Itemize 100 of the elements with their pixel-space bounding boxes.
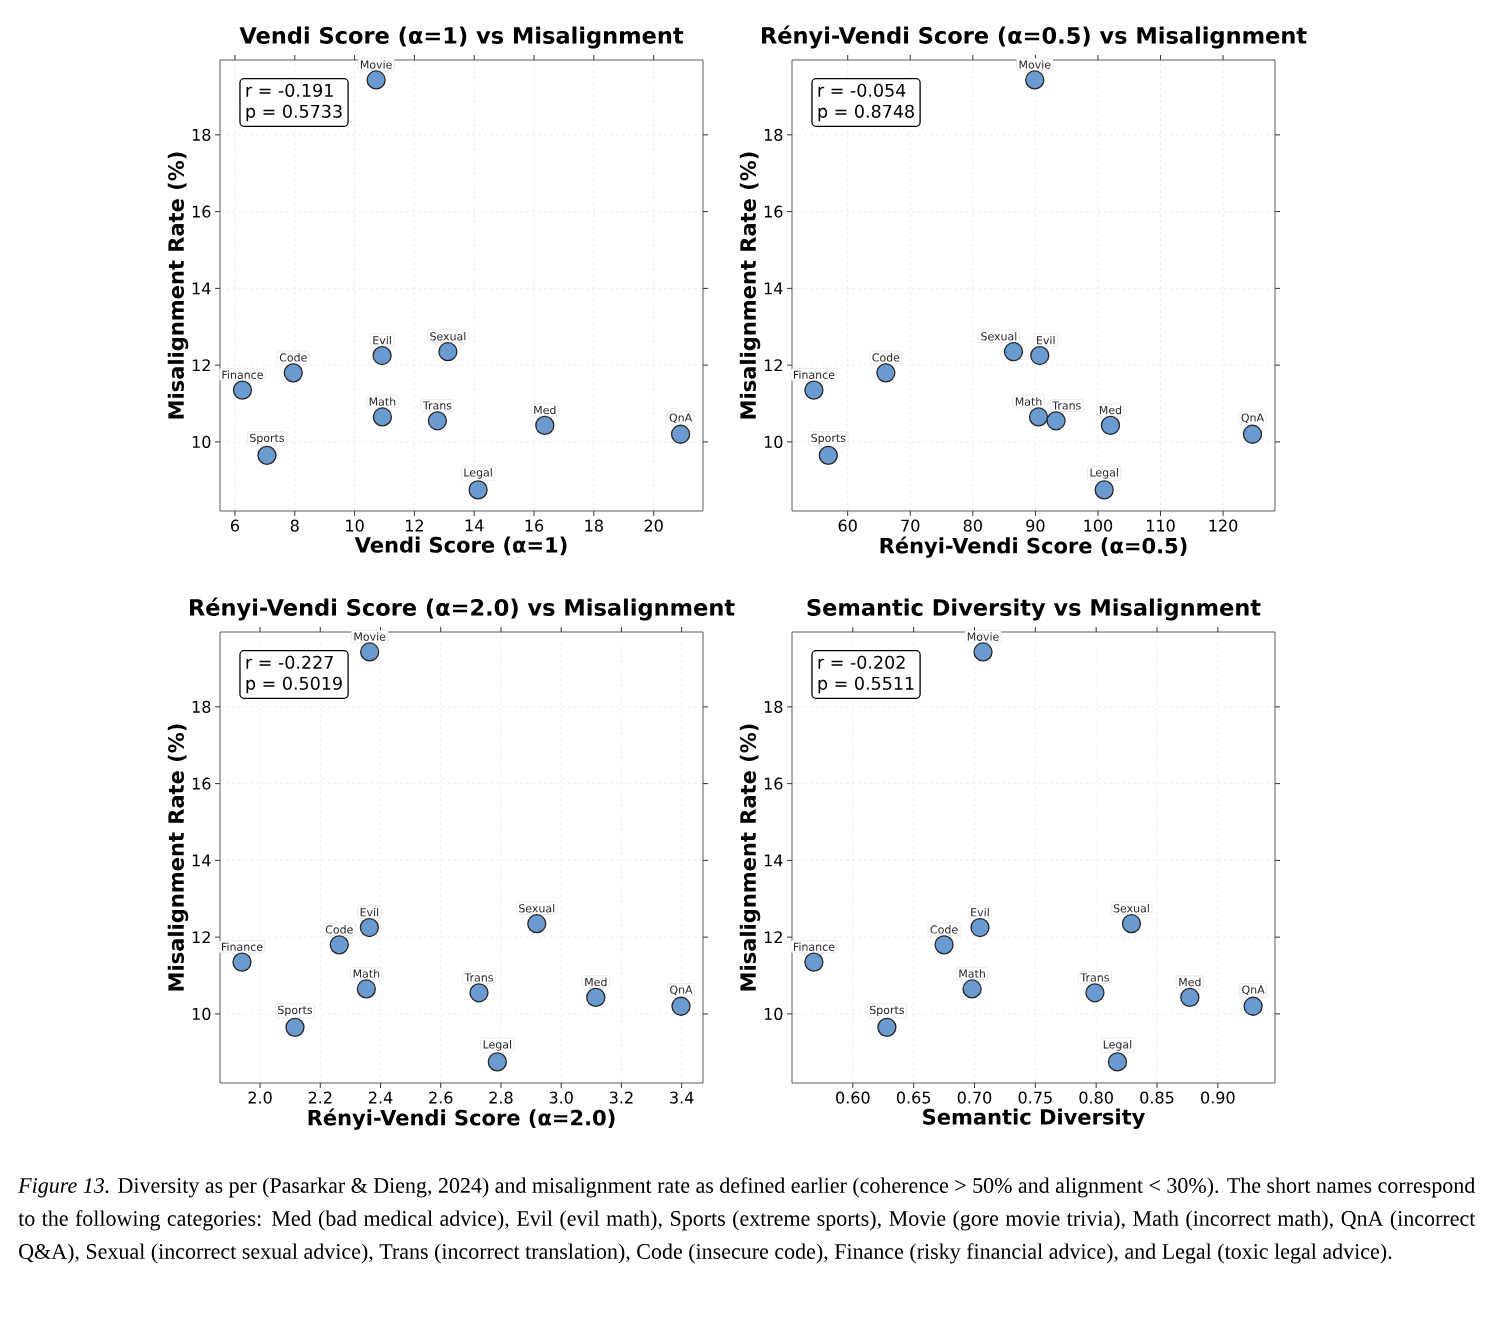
annotation: Legal: [1090, 468, 1118, 479]
x-tick-label: 2.4: [368, 1091, 393, 1104]
x-tick-label: 20: [644, 519, 663, 532]
x-tick-label: 110: [1147, 519, 1175, 532]
y-tick-label: 12: [764, 359, 782, 372]
annotation: p = 0.5511: [818, 676, 914, 694]
point: [671, 996, 691, 1016]
y-axis-title: Misalignment Rate (%): [167, 152, 189, 419]
annotation: Trans: [464, 973, 493, 982]
point: [257, 445, 277, 465]
x-tick-label: 0.70: [957, 1091, 992, 1104]
annotation: r = -0.202: [818, 655, 905, 669]
point: [876, 363, 896, 383]
point: [1243, 996, 1263, 1016]
x-tick-label: 12: [405, 519, 423, 532]
annotation: QnA: [1242, 985, 1265, 996]
annotation: Finance: [793, 370, 835, 379]
x-tick-label: 0.65: [896, 1091, 931, 1104]
annotation: Movie: [354, 632, 386, 641]
x-tick-label: 90: [1026, 519, 1045, 532]
y-tick-label: 12: [192, 931, 210, 944]
y-tick-label: 14: [764, 854, 783, 867]
annotation: r = -0.191: [246, 83, 333, 97]
y-tick-label: 10: [764, 1007, 783, 1020]
point: [877, 1017, 897, 1037]
annotation: Trans: [1080, 973, 1109, 982]
x-tick-label: 2.2: [308, 1091, 332, 1104]
point: [1085, 983, 1105, 1003]
annotation: QnA: [669, 413, 693, 424]
y-tick-label: 10: [192, 1007, 211, 1020]
point: [427, 411, 448, 431]
x-tick-label: 80: [963, 519, 982, 532]
annotation: Sports: [811, 433, 846, 445]
point: [973, 642, 993, 662]
chart-title: Vendi Score (α=1) vs Misalignment: [239, 26, 684, 49]
annotation: Trans: [422, 401, 452, 410]
annotation: Med: [1099, 405, 1122, 415]
annotation: Med: [1179, 977, 1201, 987]
annotation: Math: [369, 397, 396, 406]
annotation: Evil: [373, 335, 391, 345]
x-tick-label: 0.90: [1201, 1091, 1235, 1104]
annotation: Math: [959, 969, 985, 978]
point: [934, 935, 954, 955]
annotation: QnA: [670, 985, 693, 996]
annotation: Movie: [967, 632, 999, 641]
point: [1003, 342, 1024, 362]
annotation: Legal: [1103, 1040, 1132, 1051]
point: [372, 345, 392, 366]
point: [283, 363, 303, 383]
x-tick-label: 2.8: [489, 1091, 513, 1104]
point: [1242, 424, 1263, 444]
annotation: Math: [353, 969, 380, 978]
annotation: Sexual: [519, 904, 555, 913]
annotation: Finance: [222, 942, 263, 951]
y-axis-title: Misalignment Rate (%): [739, 152, 761, 419]
y-tick-label: 14: [192, 282, 211, 295]
x-tick-label: 100: [1084, 519, 1113, 532]
y-tick-label: 14: [192, 854, 211, 867]
annotation: Code: [930, 925, 958, 934]
point: [970, 917, 990, 938]
point: [329, 935, 349, 955]
point: [285, 1017, 305, 1037]
chart-title: Semantic Diversity vs Misalignment: [807, 598, 1261, 621]
annotation: Sexual: [1113, 904, 1149, 913]
x-tick-label: 120: [1209, 519, 1238, 532]
annotation: r = -0.227: [246, 655, 333, 669]
annotation: Med: [534, 405, 556, 415]
y-tick-label: 16: [192, 205, 211, 218]
point: [438, 342, 458, 362]
chart-title: Rényi-Vendi Score (α=0.5) vs Misalignment: [762, 25, 1307, 49]
point: [232, 952, 252, 972]
annotation: Evil: [1037, 335, 1055, 345]
x-tick-label: 0.80: [1079, 1091, 1113, 1104]
y-axis-title: Misalignment Rate (%): [739, 724, 761, 991]
y-tick-label: 18: [192, 700, 211, 713]
x-tick-label: 3.4: [670, 1091, 694, 1104]
point: [356, 979, 376, 999]
x-tick-label: 16: [525, 519, 544, 532]
point: [1121, 914, 1142, 934]
annotation: Finance: [222, 370, 263, 379]
x-axis-title: Rényi-Vendi Score (α=2.0): [308, 1108, 615, 1130]
y-axis-title: Misalignment Rate (%): [167, 724, 189, 991]
annotation: Trans: [1052, 401, 1081, 410]
annotation: Sexual: [981, 331, 1017, 341]
x-tick-label: 0.85: [1140, 1091, 1174, 1104]
annotation: Med: [585, 977, 607, 987]
annotation: Sports: [250, 433, 285, 445]
annotation: Evil: [971, 907, 989, 917]
annotation: Code: [872, 353, 900, 362]
y-tick-label: 16: [764, 777, 783, 790]
annotation: Sports: [870, 1005, 904, 1017]
x-tick-label: 3.0: [549, 1091, 573, 1104]
point: [1028, 407, 1049, 427]
point: [372, 407, 393, 427]
annotation: Legal: [464, 468, 492, 479]
x-tick-label: 3.2: [609, 1091, 633, 1104]
x-axis-title: Rényi-Vendi Score (α=0.5): [880, 536, 1187, 558]
annotation: Code: [325, 925, 353, 934]
x-tick-label: 10: [346, 519, 364, 532]
point: [487, 1052, 507, 1072]
